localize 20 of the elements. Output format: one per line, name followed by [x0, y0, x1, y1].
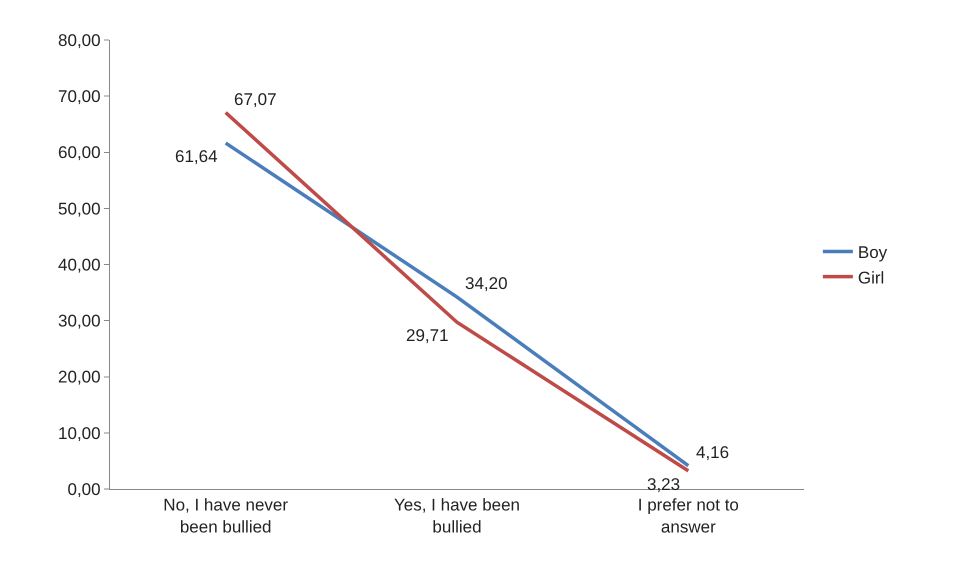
- legend-label: Girl: [858, 268, 884, 288]
- y-tick-label: 20,00: [58, 368, 101, 387]
- y-tick-label: 50,00: [58, 199, 101, 218]
- x-tick-label: I prefer not to answer: [638, 495, 739, 536]
- y-tick-label: 40,00: [58, 255, 101, 274]
- y-tick-label: 70,00: [58, 87, 101, 106]
- data-label: 61,64: [175, 147, 218, 166]
- y-tick-label: 60,00: [58, 143, 101, 162]
- y-tick-label: 10,00: [58, 424, 101, 443]
- y-tick-label: 30,00: [58, 312, 101, 331]
- data-label: 34,20: [465, 274, 508, 293]
- x-tick-label: Yes, I have been bullied: [394, 495, 520, 536]
- x-tick-label: No, I have never been bullied: [163, 495, 288, 536]
- data-label: 67,07: [234, 90, 277, 109]
- data-label: 29,71: [406, 326, 449, 345]
- y-tick-label: 80,00: [58, 30, 101, 50]
- data-label: 3,23: [647, 475, 680, 494]
- y-tick-label: 0,00: [68, 480, 101, 499]
- data-label: 4,16: [696, 443, 730, 462]
- legend-label: Boy: [858, 243, 888, 262]
